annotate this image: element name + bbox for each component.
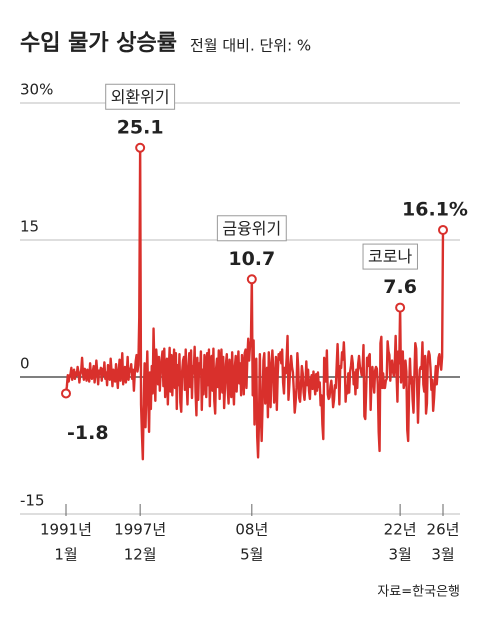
point-marker (438, 224, 448, 235)
chart-title: 수입 물가 상승률 (20, 31, 177, 56)
line (64, 146, 445, 461)
annotation: 금융위기 (216, 215, 287, 242)
y-tick-label: 0 (20, 355, 30, 373)
chart-subtitle: 전월 대비. 단위: % (190, 37, 311, 55)
annotation-box (216, 215, 287, 242)
annotation-box (362, 243, 418, 270)
x-tick-label: 3월 (388, 546, 411, 564)
y-tick-label: -15 (20, 492, 45, 510)
x-tick-label: 08년 (235, 521, 268, 539)
value-label: 10.7 (228, 248, 275, 270)
y-tick-label: 15 (20, 218, 39, 236)
value-label: 25.1 (117, 116, 164, 138)
annotation-box (105, 83, 176, 110)
annotation-label: 코로나 (368, 247, 412, 266)
point-marker (246, 274, 257, 285)
x-tick-label: 5월 (240, 546, 263, 564)
value-label: 7.6 (383, 276, 417, 298)
source: 자료=한국은행 (377, 584, 460, 600)
annotation: 외환위기 (105, 83, 176, 110)
point-marker (395, 302, 406, 313)
value-label: 16.1% (402, 198, 468, 220)
x-tick-label: 26년 (427, 521, 460, 539)
annotation-label: 금융위기 (222, 219, 281, 238)
x-tick-label: 1997년 (114, 521, 166, 539)
x-tick-label: 12월 (124, 546, 157, 564)
point-marker (61, 388, 71, 399)
annotation: 코로나 (362, 243, 418, 270)
x-tick-label: 22년 (384, 521, 417, 539)
x-tick-label: 3월 (431, 546, 454, 564)
value-label: -1.8 (67, 422, 109, 444)
y-tick-label: 30% (20, 81, 53, 99)
point-marker (135, 142, 146, 153)
x-tick-label: 1월 (54, 546, 77, 564)
annotation-label: 외환위기 (111, 87, 170, 106)
x-tick-label: 1991년 (40, 521, 92, 539)
